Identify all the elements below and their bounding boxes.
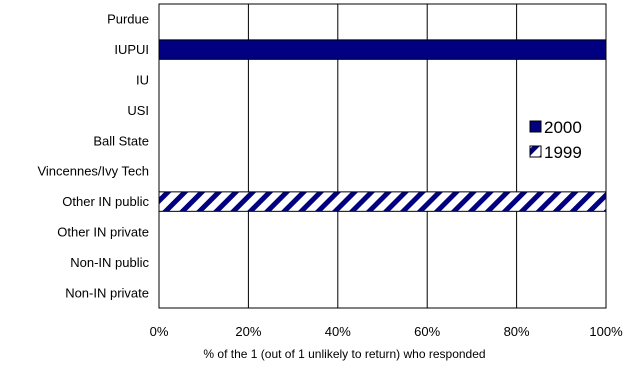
category-label-vincennes-ivy-tech: Vincennes/Ivy Tech <box>37 164 149 179</box>
category-label-iupui: IUPUI <box>114 42 149 57</box>
x-axis-title: % of the 1 (out of 1 unlikely to return)… <box>203 347 485 361</box>
category-label-iu: IU <box>136 73 149 88</box>
bar-1999-other-in-public <box>158 191 607 212</box>
x-tick-40pct: 40% <box>325 324 351 339</box>
category-label-non-in-public: Non-IN public <box>70 255 149 270</box>
legend: 2000 1999 <box>529 118 582 162</box>
bars <box>158 39 607 212</box>
legend-label-1999: 1999 <box>544 143 582 162</box>
x-tick-80pct: 80% <box>504 324 530 339</box>
x-tick-labels: 0% 20% 40% 60% 80% 100% <box>150 324 623 339</box>
plot-frame <box>158 3 607 309</box>
category-labels: Purdue IUPUI IU USI Ball State Vincennes/Ivy … <box>37 12 149 301</box>
x-tick-0pct: 0% <box>150 324 169 339</box>
x-tick-20pct: 20% <box>235 324 261 339</box>
category-label-purdue: Purdue <box>107 12 149 27</box>
x-tick-100pct: 100% <box>589 324 623 339</box>
category-label-other-in-private: Other IN private <box>57 225 149 240</box>
legend-swatch-2000 <box>529 120 542 133</box>
bar-2000-iupui <box>158 39 607 60</box>
x-tick-60pct: 60% <box>414 324 440 339</box>
legend-swatch-1999 <box>529 145 542 158</box>
category-label-ball-state: Ball State <box>93 133 149 148</box>
category-label-usi: USI <box>127 103 149 118</box>
category-label-other-in-public: Other IN public <box>62 194 149 209</box>
category-label-non-in-private: Non-IN private <box>65 285 149 300</box>
legend-label-2000: 2000 <box>544 118 582 137</box>
